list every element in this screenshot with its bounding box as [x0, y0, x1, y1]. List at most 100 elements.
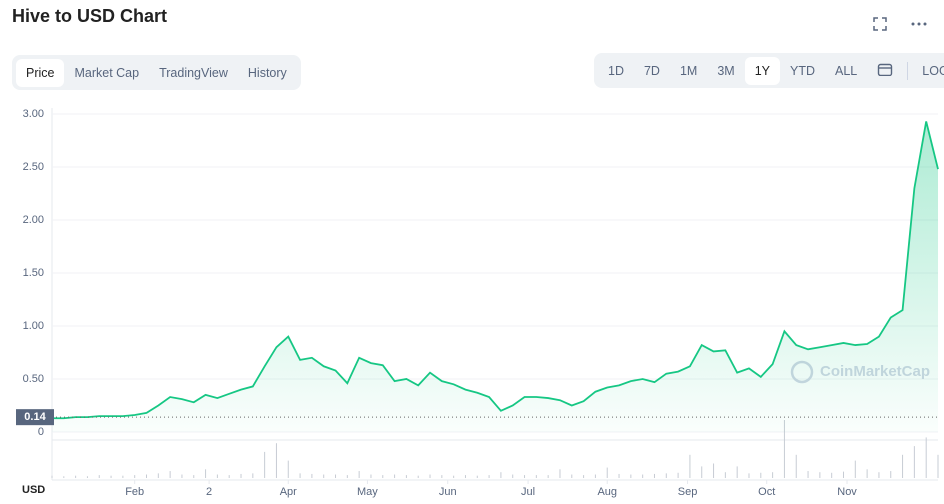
volume-bar	[618, 473, 620, 478]
volume-bar	[665, 473, 667, 478]
y-tick-label: 0	[38, 426, 44, 438]
y-tick-label: 2.50	[23, 161, 44, 173]
x-tick-label: 2	[206, 486, 212, 498]
volume-bar	[842, 471, 844, 478]
volume-bar	[594, 474, 596, 478]
range-button[interactable]: ALL	[835, 63, 858, 78]
x-tick-label: Jul	[521, 486, 535, 498]
volume-bar	[772, 472, 774, 478]
title: Hive to USD Chart	[12, 6, 168, 26]
range-button[interactable]: 3M	[717, 63, 735, 78]
x-tick-label: Aug	[597, 486, 617, 498]
range-button[interactable]: 1M	[679, 63, 698, 78]
volume-bar	[299, 473, 301, 478]
volume-bar	[287, 460, 289, 478]
x-tick-label: Oct	[758, 486, 775, 498]
volume-bar	[75, 475, 77, 478]
y-tick-label: 2.00	[23, 214, 44, 226]
volume-bar	[724, 472, 726, 478]
volume-bar	[394, 474, 396, 478]
calendar-icon	[878, 63, 893, 77]
volume-bar	[134, 475, 136, 478]
range-button[interactable]: 7D	[643, 63, 660, 78]
x-tick-label: Apr	[280, 486, 297, 498]
tab-bar: Price Market Cap TradingView History	[12, 55, 301, 90]
volume-bar	[653, 473, 655, 478]
volume-bar	[51, 475, 53, 478]
volume-bar	[606, 467, 608, 478]
separator	[907, 61, 909, 80]
volume-bar	[157, 473, 159, 478]
volume-bar	[63, 476, 65, 478]
volume-bar	[98, 475, 100, 478]
volume-bar	[193, 475, 195, 478]
volume-bar	[453, 475, 455, 478]
volume-bar	[370, 474, 372, 478]
x-tick-label: Feb	[125, 486, 144, 498]
tab[interactable]: History	[247, 65, 287, 80]
calendar-button[interactable]	[867, 55, 903, 86]
volume-bar	[86, 476, 88, 478]
volume-bar	[547, 475, 549, 478]
tab[interactable]: Market Cap	[74, 65, 140, 80]
tab[interactable]: TradingView	[159, 65, 228, 80]
volume-bar	[866, 469, 868, 478]
volume-bar	[476, 475, 478, 478]
log-button[interactable]: LOG	[922, 63, 944, 78]
volume-bar	[228, 475, 230, 478]
y-unit: USD	[22, 484, 45, 496]
volume-bar	[925, 437, 927, 478]
volume-bar	[146, 474, 148, 478]
volume-bar	[335, 474, 337, 478]
toolbar-icons[interactable]	[870, 14, 930, 34]
volume-bar	[902, 454, 904, 478]
tab[interactable]: Price	[16, 58, 65, 87]
volume-bar	[512, 474, 514, 478]
volume-bar	[216, 474, 218, 478]
volume-bar	[736, 466, 738, 478]
volume-bar	[819, 472, 821, 478]
volume-bar	[878, 472, 880, 478]
volume-bar	[913, 446, 915, 478]
volume-bar	[760, 472, 762, 478]
volume-bar	[937, 454, 939, 478]
volume-bar	[275, 443, 277, 478]
volume-bar	[748, 473, 750, 478]
range-button[interactable]: YTD	[790, 63, 816, 78]
volume-bar	[417, 475, 419, 478]
price-line	[52, 121, 939, 420]
range-button[interactable]: 1Y	[744, 56, 781, 85]
volume-bar	[358, 471, 360, 478]
volume-bar	[181, 474, 183, 478]
volume-bar	[264, 451, 266, 478]
x-tick-label: Nov	[837, 486, 857, 498]
volume-bar	[464, 475, 466, 478]
volume-bar	[642, 474, 644, 478]
volume-bar	[429, 474, 431, 478]
y-tick-label: 0.50	[23, 373, 44, 385]
reference-badge	[16, 409, 54, 426]
reference-label: 0.14	[24, 411, 46, 423]
volume-bar	[559, 469, 561, 478]
volume-bar	[890, 471, 892, 478]
volume-bar	[689, 454, 691, 478]
volume-bar	[240, 473, 242, 478]
volume-bar	[630, 474, 632, 478]
x-tick-label: May	[357, 486, 378, 498]
volume-bar	[500, 472, 502, 478]
y-tick-label: 3.00	[23, 108, 44, 120]
range-bar: 1D 7D 1M 3M 1Y YTD ALL LOG	[594, 53, 944, 88]
volume-bar	[535, 475, 537, 478]
y-tick-label: 1.00	[23, 320, 44, 332]
volume-bar	[854, 460, 856, 478]
volume-bar	[346, 475, 348, 478]
range-button[interactable]: 1D	[608, 63, 624, 78]
volume-bar	[524, 475, 526, 478]
volume-bar	[405, 475, 407, 478]
volume-bar	[110, 475, 112, 478]
volume-bar	[252, 473, 254, 478]
volume-bar	[795, 454, 797, 478]
x-tick-label: Sep	[678, 486, 698, 498]
